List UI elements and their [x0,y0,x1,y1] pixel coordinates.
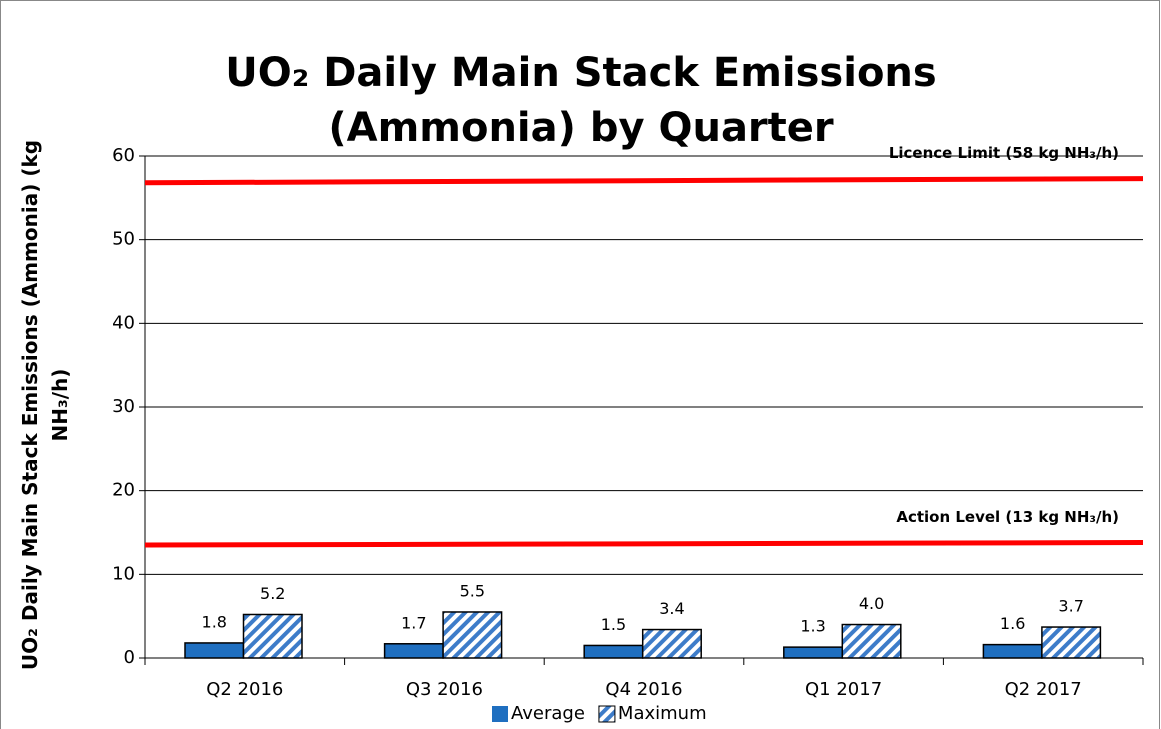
bar [383,643,444,659]
y-axis-label: UO₂ Daily Main Stack Emissions (Ammonia)… [18,139,72,671]
reference-line [144,176,1144,186]
y-tick-label: 60 [112,145,135,166]
data-label: 1.3 [800,617,825,636]
legend-label: Average [511,703,585,724]
y-tick-label: 0 [124,647,135,668]
y-tick-label: 20 [112,480,135,501]
bar [242,613,303,659]
x-tick-label: Q4 2016 [605,679,682,700]
data-label: 5.5 [460,581,485,600]
data-label: 5.2 [260,584,285,603]
bar [783,646,844,659]
data-label: 1.7 [401,613,426,632]
bar [841,623,902,659]
reference-label: Licence Limit (58 kg NH₃/h) [889,144,1119,162]
bar [1041,626,1102,659]
bar [583,644,644,659]
reference-label: Action Level (13 kg NH₃/h) [896,508,1119,526]
y-tick-label: 30 [112,396,135,417]
y-tick-label: 50 [112,229,135,250]
x-tick-label: Q3 2016 [406,679,483,700]
legend-swatch [598,705,616,723]
bar [184,642,245,659]
x-tick-label: Q1 2017 [805,679,882,700]
data-label: 3.4 [659,599,684,618]
chart-title: UO₂ Daily Main Stack Emissions (Ammonia)… [225,50,937,151]
y-tick-label: 40 [112,312,135,333]
data-label: 1.8 [202,612,227,631]
y-tick-label: 10 [112,563,135,584]
bar [641,628,702,659]
data-label: 1.5 [601,615,626,634]
bar [442,611,503,659]
reference-line [144,540,1144,548]
data-label: 1.6 [1000,614,1025,633]
data-label: 3.7 [1058,597,1083,616]
bar [982,643,1043,659]
x-tick-label: Q2 2016 [206,679,283,700]
legend-label: Maximum [618,703,707,724]
x-tick-label: Q2 2017 [1005,679,1082,700]
data-label: 4.0 [859,594,884,613]
legend-swatch [492,706,508,722]
